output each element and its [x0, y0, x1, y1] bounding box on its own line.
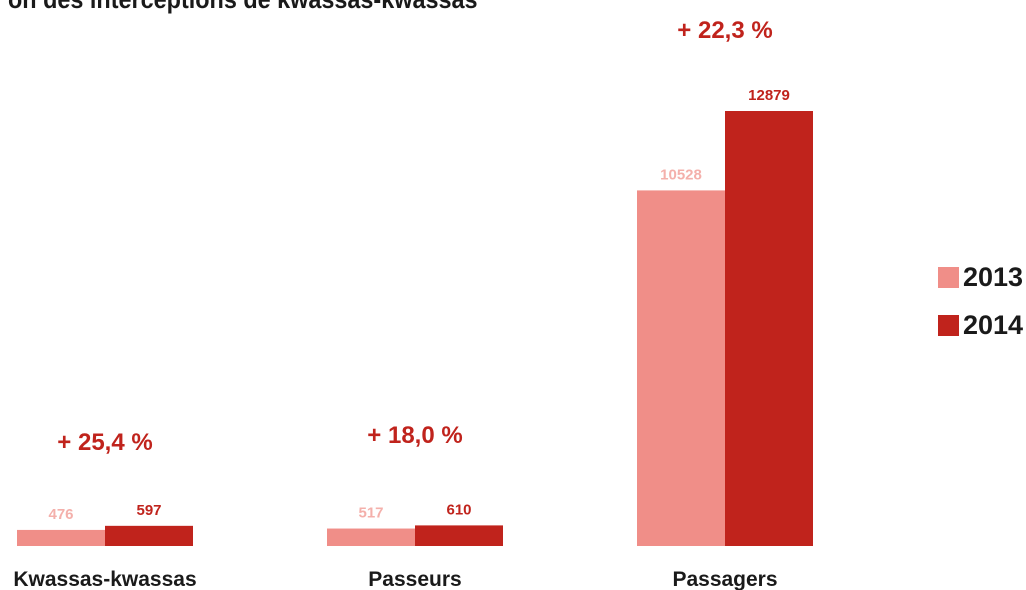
value-label-2013-1: 517 — [358, 505, 383, 522]
change-annotation-1: + 18,0 % — [367, 422, 462, 449]
bar-2014-0 — [105, 525, 193, 546]
value-label-2013-0: 476 — [48, 506, 73, 523]
legend-swatch-2014 — [938, 314, 959, 336]
change-annotation-0: + 25,4 % — [57, 429, 152, 456]
category-label-1: Passeurs — [368, 568, 461, 590]
legend-label-2013: 2013 — [963, 261, 1024, 292]
category-label-0: Kwassas-kwassas — [13, 568, 196, 590]
legend-item-2013: 2013 — [938, 253, 1023, 301]
value-label-2014-0: 597 — [136, 502, 161, 519]
value-label-2014-2: 12879 — [748, 87, 790, 104]
chart-title: on des interceptions de kwassas-kwassas — [8, 0, 478, 15]
bar-2013-0 — [17, 529, 105, 546]
legend-label-2014: 2014 — [963, 309, 1024, 340]
value-label-2014-1: 610 — [446, 501, 471, 518]
legend-swatch-2013 — [938, 266, 959, 288]
legend-item-2014: 2014 — [938, 301, 1023, 349]
bar-2013-2 — [637, 190, 725, 547]
chart-legend: 2013 2014 — [938, 253, 1023, 349]
bar-2014-2 — [725, 111, 813, 546]
change-annotation-2: + 22,3 % — [677, 17, 772, 44]
bar-2014-1 — [415, 525, 503, 546]
category-label-2: Passagers — [672, 568, 777, 590]
value-label-2013-2: 10528 — [660, 166, 702, 183]
bar-2013-1 — [327, 528, 415, 546]
